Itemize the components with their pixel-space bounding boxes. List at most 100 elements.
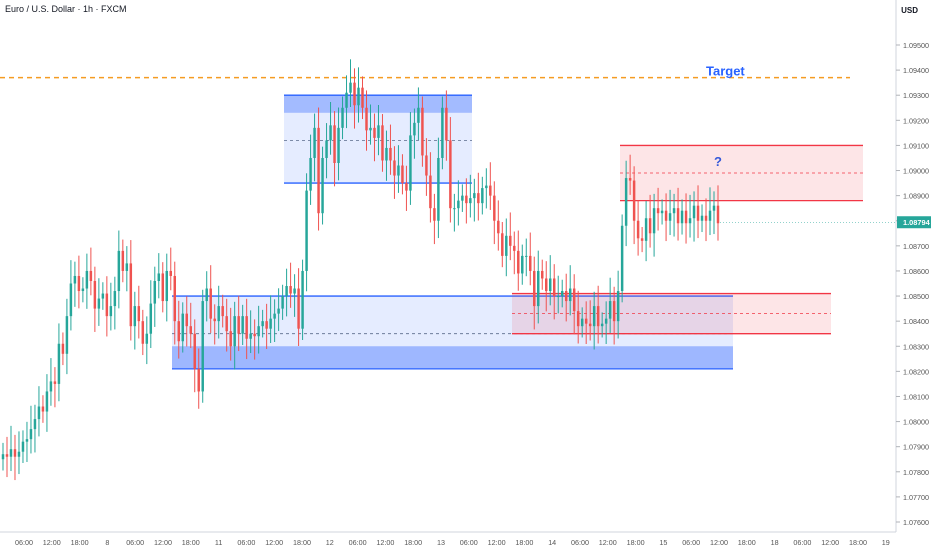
candle-body — [537, 270, 540, 307]
x-tick-label: 18:00 — [182, 538, 200, 547]
x-tick-label: 12:00 — [154, 538, 172, 547]
candle-body — [548, 278, 552, 292]
candle-body — [636, 220, 640, 239]
candle-body — [628, 178, 632, 181]
candle-body — [465, 195, 468, 204]
candle-body — [596, 306, 600, 327]
candle-body — [201, 301, 204, 392]
x-tick-label: 11 — [215, 538, 222, 547]
candle-body — [141, 321, 145, 344]
candle-body — [700, 215, 704, 221]
candle-body — [664, 210, 668, 221]
candle-body — [624, 178, 628, 226]
x-tick-label: 12 — [326, 538, 334, 547]
candle-body — [301, 270, 304, 329]
x-tick-label: 06:00 — [793, 538, 811, 547]
candle-body — [257, 326, 260, 337]
y-tick-label: 1.07800 — [903, 468, 929, 477]
candle-body — [37, 406, 41, 420]
candle-body — [469, 198, 472, 204]
candle-body — [65, 316, 69, 354]
candle-body — [692, 205, 696, 219]
candle-body — [433, 208, 436, 221]
candle-body — [149, 303, 153, 334]
candle-body — [640, 238, 644, 241]
candle-body — [113, 291, 117, 307]
x-tick-label: 18:00 — [71, 538, 89, 547]
candle-body — [560, 291, 564, 297]
candle-body — [213, 318, 216, 322]
candle-body — [541, 270, 544, 279]
candle-body — [161, 273, 165, 302]
candle-body — [77, 275, 81, 292]
candle-body — [584, 318, 588, 324]
candle-body — [93, 280, 97, 309]
candle-body — [716, 205, 720, 224]
candle-body — [389, 147, 392, 161]
candle-body — [409, 135, 412, 191]
candle-body — [477, 193, 480, 204]
lower-blue-zone-fill — [172, 296, 733, 369]
y-tick-label: 1.08700 — [903, 242, 929, 251]
candle-body — [17, 451, 21, 457]
candle-body — [373, 127, 376, 138]
candle-body — [545, 278, 548, 292]
y-tick-label: 1.08200 — [903, 367, 929, 376]
candle-body — [644, 218, 648, 241]
candle-body — [493, 195, 496, 221]
candle-body — [229, 331, 232, 347]
candle-body — [317, 127, 320, 214]
y-tick-label: 1.08100 — [903, 392, 929, 401]
candle-body — [25, 439, 29, 442]
candle-body — [81, 288, 85, 292]
x-tick-label: 18:00 — [404, 538, 422, 547]
candle-body — [105, 293, 109, 317]
candle-body — [704, 215, 708, 221]
candle-body — [61, 343, 65, 354]
y-tick-label: 1.07700 — [903, 493, 929, 502]
candle-body — [277, 308, 280, 314]
candle-body — [405, 183, 408, 191]
candle-body — [249, 333, 252, 339]
x-tick-label: 06:00 — [571, 538, 589, 547]
candle-body — [49, 381, 53, 392]
candle-body — [57, 343, 61, 384]
candle-body — [289, 286, 292, 294]
y-tick-label: 1.08600 — [903, 267, 929, 276]
candle-body — [668, 213, 672, 221]
x-tick-label: 06:00 — [682, 538, 700, 547]
candle-body — [313, 127, 316, 158]
candle-body — [552, 278, 556, 297]
candle-body — [620, 225, 624, 292]
x-tick-label: 14 — [548, 538, 556, 547]
candle-body — [461, 195, 464, 201]
candle-body — [501, 233, 504, 256]
candle-body — [457, 200, 460, 209]
candle-body — [485, 185, 488, 189]
y-tick-label: 1.08000 — [903, 418, 929, 427]
candle-body — [361, 87, 364, 108]
candle-body — [169, 270, 173, 276]
candle-body — [269, 318, 272, 329]
candle-body — [9, 449, 13, 457]
candle-body — [417, 107, 420, 123]
x-tick-label: 18 — [771, 538, 779, 547]
candle-body — [245, 316, 248, 339]
candle-body — [576, 311, 580, 327]
last-price-tag — [897, 216, 931, 229]
candle-body — [341, 107, 344, 128]
x-tick-label: 12:00 — [43, 538, 61, 547]
candle-body — [5, 454, 9, 457]
candle-body — [185, 313, 188, 327]
candle-body — [21, 441, 25, 452]
x-tick-label: 18:00 — [515, 538, 533, 547]
x-tick-label: 06:00 — [349, 538, 367, 547]
candle-body — [13, 449, 17, 457]
candle-body — [441, 107, 444, 158]
symbol-title: Euro / U.S. Dollar · 1h · FXCM — [5, 4, 127, 14]
candle-body — [660, 210, 664, 214]
candle-body — [369, 127, 372, 131]
candle-body — [401, 165, 404, 184]
